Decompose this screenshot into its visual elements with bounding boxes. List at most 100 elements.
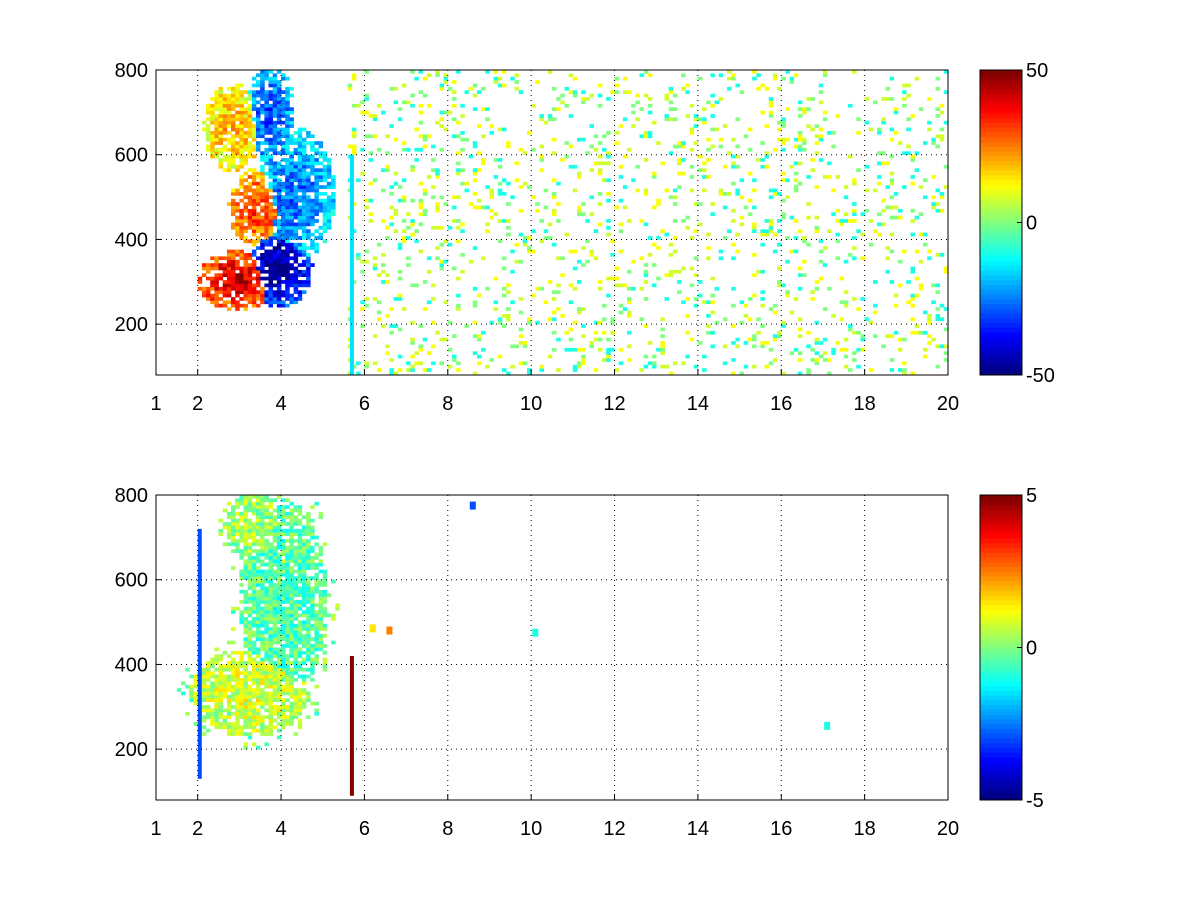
heatmap-cell (693, 273, 699, 277)
heatmap-cell (893, 330, 899, 335)
heatmap-cell (264, 76, 269, 81)
heatmap-cell (218, 161, 223, 166)
heatmap-cell (243, 117, 248, 122)
heatmap-cell (439, 266, 444, 271)
heatmap-cell (889, 137, 895, 142)
heatmap-cell (331, 185, 336, 189)
heatmap-cell (243, 691, 248, 696)
heatmap-cell (235, 732, 240, 736)
heatmap-cell (856, 117, 861, 122)
heatmap-cell (260, 542, 265, 547)
heatmap-cell (426, 269, 432, 274)
heatmap-cell (297, 576, 303, 580)
heatmap-cell (210, 114, 215, 118)
heatmap-cell (914, 168, 920, 172)
heatmap-cell (276, 674, 282, 679)
heatmap-cell (760, 242, 765, 247)
heatmap-cell (622, 90, 628, 94)
heatmap-cell (243, 280, 248, 284)
heatmap-cell (268, 545, 273, 550)
heatmap-cell (231, 640, 236, 645)
heatmap-cell (264, 215, 269, 220)
heatmap-cell (264, 93, 269, 98)
heatmap-cell (702, 354, 707, 359)
heatmap-cell (685, 297, 690, 301)
heatmap-cell (293, 286, 299, 291)
heatmap-cell (772, 232, 778, 237)
heatmap-cell (581, 358, 586, 362)
heatmap-cell (510, 300, 515, 305)
heatmap-cell (226, 202, 232, 206)
heatmap-cell (201, 273, 207, 277)
heatmap-cell (285, 107, 290, 111)
heatmap-cell (364, 259, 369, 264)
heatmap-cell (289, 640, 294, 645)
heatmap-cell (276, 280, 282, 284)
heatmap-cell (614, 90, 619, 94)
heatmap-cell (485, 107, 490, 111)
heatmap-cell (231, 678, 236, 682)
heatmap-cell (268, 256, 273, 261)
heatmap-cell (568, 283, 574, 288)
heatmap-cell (364, 361, 369, 366)
heatmap-cell (276, 511, 282, 516)
heatmap-cell (481, 347, 486, 352)
heatmap-cell (243, 215, 248, 220)
heatmap-cell (281, 674, 286, 679)
x-tick-label: 16 (770, 393, 792, 415)
heatmap-column (349, 655, 354, 796)
heatmap-cell (268, 117, 273, 122)
heatmap-cell (581, 212, 586, 216)
heatmap-cell (814, 361, 820, 366)
colorbar-segment (980, 771, 1022, 777)
heatmap-cell (314, 192, 319, 196)
heatmap-cell (285, 684, 290, 689)
heatmap-cell (235, 249, 240, 254)
heatmap-cell (860, 347, 865, 352)
heatmap-cell (793, 137, 799, 142)
heatmap-cell (260, 158, 265, 162)
heatmap-cell (247, 263, 253, 267)
heatmap-cell (239, 215, 244, 220)
heatmap-cell (306, 667, 311, 672)
heatmap-cell (301, 198, 307, 203)
heatmap-cell (760, 164, 765, 169)
heatmap-cell (289, 678, 294, 682)
colorbar-segment (980, 742, 1022, 749)
heatmap-cell (301, 273, 307, 277)
heatmap-cell (306, 525, 311, 530)
heatmap-cell (935, 114, 940, 118)
heatmap-cell (272, 725, 278, 730)
heatmap-cell (247, 606, 253, 611)
heatmap-cell (247, 273, 253, 277)
heatmap-cell (297, 253, 303, 257)
heatmap-cell (235, 684, 240, 689)
heatmap-cell (251, 688, 257, 692)
heatmap-cell (943, 327, 949, 332)
heatmap-cell (877, 181, 882, 186)
heatmap-cell (276, 185, 282, 189)
heatmap-cell (272, 559, 278, 564)
heatmap-cell (264, 151, 269, 155)
heatmap-cell (231, 606, 236, 611)
heatmap-cell (301, 195, 307, 200)
heatmap-cell (281, 256, 286, 261)
heatmap-cell (631, 124, 636, 128)
x-tick-label: 2 (192, 818, 203, 840)
heatmap-cell (931, 175, 936, 179)
heatmap-cell (260, 705, 265, 709)
heatmap-cell (201, 694, 207, 699)
heatmap-cell (835, 219, 840, 223)
heatmap-cell (268, 654, 273, 658)
heatmap-cell (243, 664, 248, 669)
heatmap-cell (310, 610, 315, 614)
heatmap-cell (802, 239, 807, 244)
heatmap-cell (276, 522, 282, 526)
heatmap-cell (239, 83, 244, 88)
heatmap-cell (218, 273, 223, 277)
heatmap-cell (268, 579, 273, 584)
heatmap-cell (285, 528, 290, 533)
heatmap-cell (256, 107, 261, 111)
heatmap-cell (743, 303, 749, 308)
heatmap-cell (297, 208, 303, 213)
